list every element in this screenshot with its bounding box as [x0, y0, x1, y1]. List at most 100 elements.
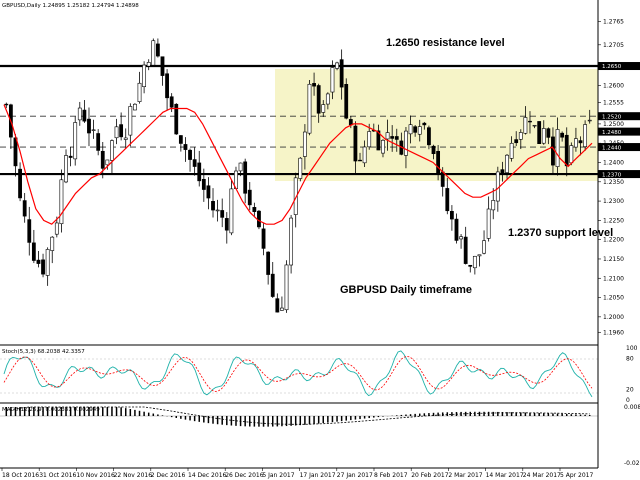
price-tick-label: 1.1960 — [603, 329, 624, 336]
candle-body — [564, 134, 569, 167]
candle-body — [27, 219, 32, 243]
macd-header: MACD(12,26,9) 0.002331 0.002949 — [2, 407, 100, 413]
candle-body — [546, 128, 551, 138]
candle-body — [114, 126, 119, 139]
price-tick-label: 1.2050 — [603, 295, 624, 302]
time-tick-label: 8 Feb 2017 — [374, 472, 408, 479]
candle-body — [64, 155, 68, 183]
candle-body — [293, 177, 298, 215]
candle-body — [59, 179, 64, 225]
candle-body — [528, 120, 532, 123]
stoch-signal-line — [3, 355, 593, 392]
candle-body — [31, 242, 36, 261]
time-tick-label: 27 Jan 2017 — [337, 472, 373, 479]
timeframe-annotation: GBPUSD Daily timeframe — [340, 284, 472, 296]
candle-body — [183, 144, 188, 150]
time-tick-label: 31 Oct 2016 — [39, 472, 76, 479]
candle-body — [532, 124, 537, 127]
time-tick-label: 24 Mar 2017 — [523, 472, 561, 479]
candle-body — [560, 132, 565, 138]
candle-body — [160, 56, 165, 76]
candle-body — [82, 109, 87, 122]
price-level-tag — [598, 62, 640, 71]
stoch-tick-label: 0 — [626, 397, 630, 404]
time-tick-label: 5 Apr 2017 — [560, 472, 593, 479]
candle-body — [477, 254, 482, 257]
candle-body — [41, 259, 45, 275]
time-tick-label: 5 Jan 2017 — [262, 472, 294, 479]
candle-body — [211, 201, 215, 211]
price-tick-label: 1.2705 — [603, 42, 624, 49]
macd-tick-label: -0.027 — [624, 460, 640, 467]
candle-body — [155, 43, 160, 57]
candle-body — [330, 67, 335, 93]
candle-body — [417, 126, 422, 135]
time-tick-label: 10 Nov 2016 — [76, 472, 115, 479]
price-tick-label: 1.2300 — [603, 198, 624, 205]
candle-body — [192, 159, 197, 167]
stoch-tick-label: 80 — [626, 355, 634, 362]
candle-body — [119, 124, 124, 138]
candle-body — [224, 218, 229, 231]
candle-body — [422, 122, 427, 126]
candle-body — [178, 135, 183, 144]
candle-body — [123, 137, 128, 140]
price-level-tag-label: 1.2650 — [602, 64, 622, 70]
macd-signal-line — [6, 406, 590, 425]
candle-body — [427, 127, 431, 146]
price-tick-label: 1.2500 — [603, 121, 624, 128]
candle-body — [362, 146, 367, 164]
time-tick-label: 14 Dec 2016 — [188, 472, 227, 479]
price-level-tag-label: 1.2480 — [602, 130, 622, 136]
candle-body — [257, 210, 261, 228]
time-tick-label: 2 Dec 2016 — [151, 472, 186, 479]
candle-body — [197, 162, 202, 182]
candle-body — [376, 130, 381, 151]
candle-body — [68, 155, 73, 158]
price-tick-label: 1.2350 — [603, 179, 624, 186]
candle-body — [266, 251, 271, 275]
stoch-main-line — [3, 350, 593, 398]
candles — [4, 38, 592, 313]
candle-body — [229, 188, 234, 234]
candle-body — [385, 132, 390, 140]
candle-body — [316, 85, 321, 114]
candle-body — [518, 132, 523, 140]
candle-body — [247, 189, 252, 206]
price-level-tag — [598, 143, 640, 152]
indicator-axis-ticks: 100 80 20 00.008 -0.027 — [624, 345, 640, 467]
candle-body — [325, 93, 330, 105]
candle-body — [482, 240, 486, 254]
stochastic-panel: Stoch(5,3,3) 68.2038 42.3357 — [0, 344, 598, 398]
time-tick-label: 20 Feb 2017 — [411, 472, 449, 479]
candle-body — [367, 131, 372, 148]
candle-body — [206, 185, 211, 199]
price-level-tags: 1.2650 1.2520 1.2480 1.2440 1.2370 — [598, 62, 640, 178]
candle-body — [201, 178, 206, 190]
candle-body — [169, 96, 174, 108]
candle-body — [151, 40, 156, 66]
candle-body — [358, 159, 362, 162]
candle-body — [128, 106, 133, 136]
candle-body — [390, 136, 395, 139]
macd-panel: MACD(12,26,9) 0.002331 0.002949 — [0, 402, 598, 427]
time-tick-label: 17 Jan 2017 — [300, 472, 336, 479]
candle-body — [220, 210, 225, 218]
candle-body — [587, 119, 592, 122]
stoch-tick-label: 100 — [626, 345, 638, 352]
candle-body — [541, 128, 546, 144]
price-level-tag — [598, 127, 640, 136]
candle-body — [404, 130, 408, 156]
candle-body — [339, 59, 344, 88]
candle-body — [344, 84, 349, 119]
candle-body — [454, 218, 459, 241]
candle-body — [500, 169, 505, 174]
candle-body — [491, 200, 496, 211]
time-tick-label: 14 Mar 2017 — [486, 472, 524, 479]
candle-body — [36, 259, 41, 264]
stoch-tick-label: 20 — [626, 387, 634, 394]
candle-body — [215, 209, 220, 212]
price-panel: GBPUSD,Daily 1.24895 1.25182 1.24794 1.2… — [0, 3, 613, 313]
